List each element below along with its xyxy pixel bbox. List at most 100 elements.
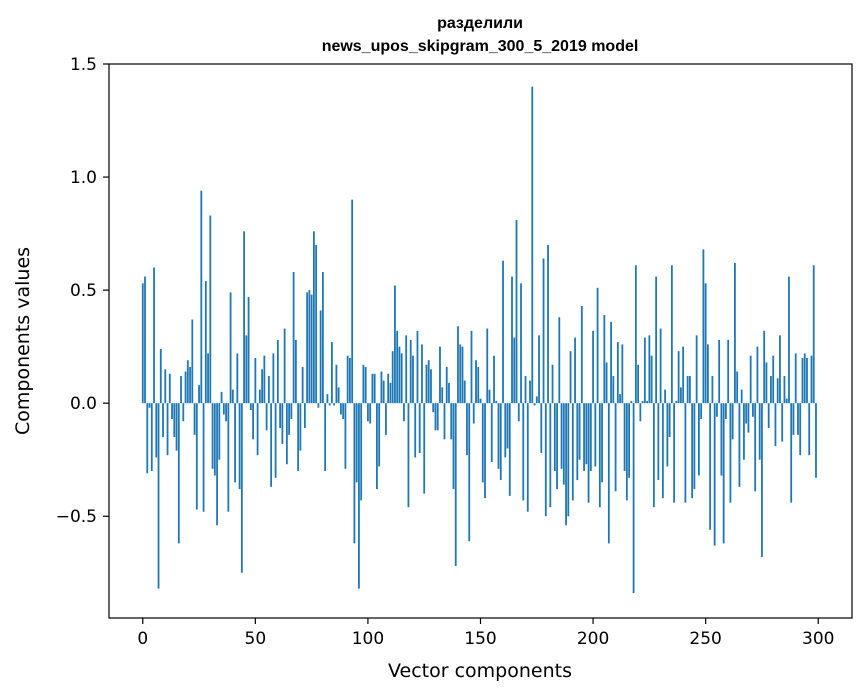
bar-100 <box>367 403 369 422</box>
bar-275 <box>761 403 763 557</box>
bar-251 <box>707 344 709 404</box>
bar-137 <box>450 403 453 440</box>
bar-198 <box>587 403 590 503</box>
bar-60 <box>276 339 279 404</box>
bar-267 <box>743 403 745 460</box>
bar-71 <box>301 367 304 404</box>
bar-122 <box>416 330 419 404</box>
bar-48 <box>249 403 252 410</box>
bar-148 <box>475 360 477 404</box>
bar-287 <box>788 276 790 404</box>
y-tick-label: 1.5 <box>70 55 97 75</box>
y-axis: −0.5 0.0 0.5 1.0 1.5 <box>56 55 109 527</box>
bar-277 <box>765 362 768 404</box>
bar-118 <box>407 403 410 508</box>
bar-185 <box>558 317 561 404</box>
bar-167 <box>517 403 520 422</box>
chart-title: разделили <box>437 15 523 32</box>
bar-184 <box>556 403 558 490</box>
bar-105 <box>378 403 381 467</box>
bar-51 <box>256 403 259 456</box>
bar-254 <box>713 403 716 546</box>
bar-41 <box>234 403 236 483</box>
bar-78 <box>317 403 320 408</box>
y-tick-label: −0.5 <box>56 507 97 527</box>
bar-165 <box>513 337 516 404</box>
bar-176 <box>538 335 540 404</box>
bar-158 <box>497 403 500 469</box>
bar-213 <box>621 344 624 404</box>
bar-205 <box>603 315 606 404</box>
bar-179 <box>544 403 547 517</box>
bar-94 <box>353 403 356 544</box>
bar-268 <box>745 403 748 424</box>
bar-147 <box>472 403 475 424</box>
bar-177 <box>540 403 543 453</box>
bar-149 <box>477 367 480 404</box>
bar-299 <box>815 403 817 478</box>
bar-129 <box>432 403 435 413</box>
bar-20 <box>186 360 189 404</box>
bar-99 <box>364 367 367 404</box>
bar-25 <box>198 385 200 404</box>
bar-281 <box>774 403 777 447</box>
bar-263 <box>734 262 736 404</box>
bar-286 <box>785 398 788 404</box>
bar-76 <box>312 231 315 404</box>
bar-126 <box>425 364 428 404</box>
bar-212 <box>619 394 621 404</box>
bar-207 <box>607 403 610 544</box>
bar-7 <box>157 403 160 589</box>
bar-3 <box>148 403 151 408</box>
bar-215 <box>625 403 628 501</box>
bar-160 <box>502 260 504 404</box>
bar-86 <box>335 364 338 404</box>
bar-136 <box>448 382 450 404</box>
bar-173 <box>531 86 534 404</box>
bar-111 <box>391 351 394 404</box>
bar-162 <box>506 403 509 449</box>
bar-127 <box>427 360 430 404</box>
bar-237 <box>675 400 678 404</box>
bar-261 <box>729 403 732 503</box>
bar-59 <box>274 403 277 478</box>
bar-195 <box>580 305 583 404</box>
bar-164 <box>511 276 513 404</box>
bar-62 <box>281 403 284 444</box>
bar-295 <box>806 357 808 404</box>
bar-83 <box>328 403 331 406</box>
bar-256 <box>718 339 721 404</box>
bar-255 <box>716 403 718 417</box>
bar-226 <box>650 355 653 404</box>
bar-208 <box>610 321 612 404</box>
bar-81 <box>324 403 327 472</box>
bar-203 <box>598 403 601 508</box>
bar-61 <box>279 403 282 429</box>
bar-276 <box>763 330 766 404</box>
bar-191 <box>571 403 574 501</box>
bar-200 <box>592 330 594 404</box>
bar-146 <box>470 330 473 404</box>
bar-291 <box>797 403 799 435</box>
bar-39 <box>229 292 232 404</box>
bar-13 <box>171 403 173 420</box>
bar-33 <box>216 403 218 526</box>
bar-85 <box>333 403 336 406</box>
bar-264 <box>736 371 739 404</box>
bar-134 <box>443 403 446 440</box>
x-tick-label: 150 <box>464 629 496 649</box>
bar-138 <box>452 403 455 490</box>
bar-270 <box>749 355 752 404</box>
bar-157 <box>495 400 498 404</box>
bar-231 <box>661 403 664 499</box>
bar-107 <box>382 380 385 404</box>
bar-97 <box>360 403 363 501</box>
bar-282 <box>776 378 779 404</box>
bar-15 <box>175 403 178 451</box>
chart-subtitle: news_upos_skipgram_300_5_2019 model <box>322 38 639 55</box>
bar-239 <box>679 387 682 404</box>
bar-73 <box>306 292 309 404</box>
bar-220 <box>637 364 640 404</box>
